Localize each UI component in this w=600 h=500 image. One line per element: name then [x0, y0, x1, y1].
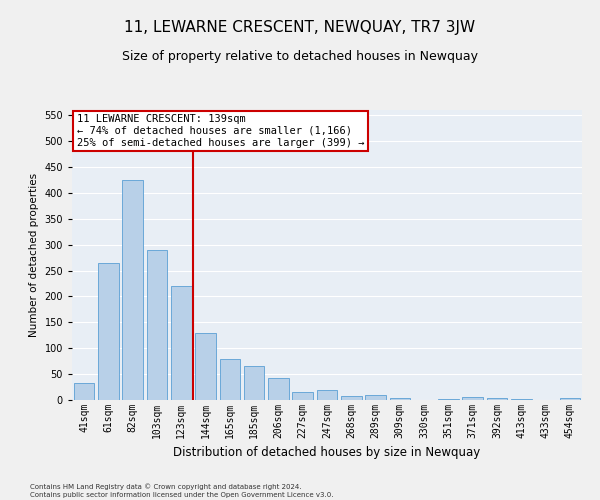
Text: 11 LEWARNE CRESCENT: 139sqm
← 74% of detached houses are smaller (1,166)
25% of : 11 LEWARNE CRESCENT: 139sqm ← 74% of det…: [77, 114, 365, 148]
Bar: [98, 263, 119, 400]
Bar: [463, 398, 483, 400]
Text: 11, LEWARNE CRESCENT, NEWQUAY, TR7 3JW: 11, LEWARNE CRESCENT, NEWQUAY, TR7 3JW: [124, 20, 476, 35]
Bar: [560, 398, 580, 400]
Bar: [341, 396, 362, 400]
Bar: [171, 286, 191, 400]
Bar: [195, 332, 216, 400]
Bar: [511, 399, 532, 400]
Bar: [220, 358, 240, 400]
Bar: [74, 384, 94, 400]
Text: Size of property relative to detached houses in Newquay: Size of property relative to detached ho…: [122, 50, 478, 63]
Bar: [389, 398, 410, 400]
Y-axis label: Number of detached properties: Number of detached properties: [29, 173, 39, 337]
Bar: [365, 395, 386, 400]
X-axis label: Distribution of detached houses by size in Newquay: Distribution of detached houses by size …: [173, 446, 481, 460]
Bar: [146, 250, 167, 400]
Bar: [244, 366, 265, 400]
Bar: [122, 180, 143, 400]
Bar: [438, 399, 459, 400]
Bar: [268, 378, 289, 400]
Bar: [292, 392, 313, 400]
Text: Contains HM Land Registry data © Crown copyright and database right 2024.
Contai: Contains HM Land Registry data © Crown c…: [30, 484, 334, 498]
Bar: [487, 398, 508, 400]
Bar: [317, 390, 337, 400]
